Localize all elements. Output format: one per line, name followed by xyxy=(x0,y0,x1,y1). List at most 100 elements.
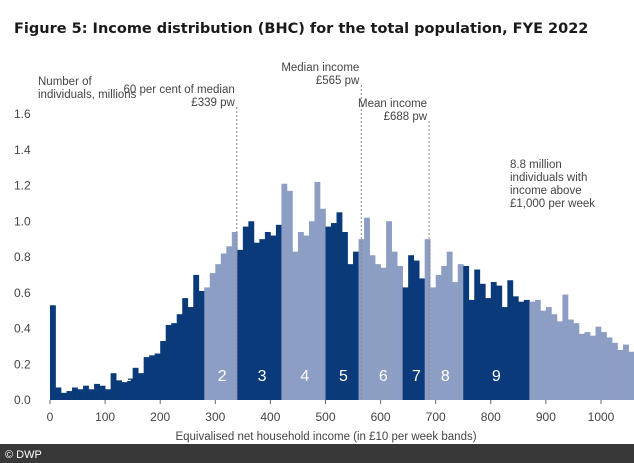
y-tick-label: 0.0 xyxy=(14,393,31,407)
y-tick-label: 1.4 xyxy=(14,143,31,157)
histogram-bar xyxy=(132,367,139,400)
histogram-bar xyxy=(408,255,415,400)
histogram-bar xyxy=(468,299,475,400)
histogram-bar xyxy=(612,342,618,400)
histogram-bar xyxy=(77,389,84,400)
x-tick-label: 400 xyxy=(260,410,280,424)
histogram-bar xyxy=(347,264,354,400)
histogram-bar xyxy=(419,278,426,400)
x-axis-label: Equivalised net household income (in £10… xyxy=(175,431,476,443)
histogram-bar xyxy=(253,242,260,400)
histogram-bar xyxy=(66,391,73,400)
annotation-line: individuals with xyxy=(510,172,587,184)
histogram-bar xyxy=(562,294,569,400)
reference-line-label-line: 60 per cent of median xyxy=(124,84,235,96)
histogram-bar xyxy=(154,353,161,400)
histogram-bar xyxy=(94,383,100,400)
x-tick-label: 600 xyxy=(371,410,391,424)
histogram-bar xyxy=(606,337,613,400)
histogram-bar xyxy=(72,387,78,400)
histogram-bar xyxy=(182,298,189,400)
y-tick-label: 0.6 xyxy=(14,286,31,300)
histogram-bar xyxy=(534,299,541,400)
histogram-bar xyxy=(149,355,156,400)
decile-label: 4 xyxy=(300,368,309,385)
histogram-bars xyxy=(50,181,634,401)
histogram-bar xyxy=(220,253,227,400)
x-axis-ticks: 0 100 200 300 400 500 600 700 800 900 1000 xyxy=(47,400,615,424)
histogram-bar xyxy=(215,264,222,400)
histogram-bar xyxy=(226,246,233,400)
reference-line-label: Mean income £688 pw xyxy=(358,98,428,123)
histogram-bar xyxy=(116,380,122,400)
histogram-bar xyxy=(375,264,381,400)
histogram-bar xyxy=(198,290,205,400)
histogram-bar xyxy=(286,190,293,400)
histogram-bar xyxy=(551,314,558,400)
y-tick-label: 0.4 xyxy=(14,322,31,336)
x-tick-label: 100 xyxy=(95,410,115,424)
histogram-bar xyxy=(171,323,178,400)
reference-line-label-line: £688 pw xyxy=(384,111,428,123)
decile-label: 5 xyxy=(339,368,348,385)
histogram-bar xyxy=(523,299,530,400)
histogram-bar xyxy=(165,324,172,400)
y-axis-label: Number of individuals, millions xyxy=(38,76,137,101)
histogram-bar xyxy=(88,389,95,400)
histogram-bar xyxy=(501,307,508,400)
histogram-bar xyxy=(204,287,211,400)
histogram-bar xyxy=(518,301,525,400)
histogram-bar xyxy=(589,335,596,400)
reference-lines: 60 per cent of median £339 pw Median incom… xyxy=(124,62,430,400)
histogram-bar xyxy=(50,305,56,400)
histogram-bar xyxy=(512,296,519,400)
histogram-bar xyxy=(578,333,585,400)
histogram-bar xyxy=(479,283,486,400)
histogram-bar xyxy=(397,265,403,400)
histogram-bar xyxy=(402,287,409,400)
histogram-bar xyxy=(380,267,387,400)
reference-line-label-line: £339 pw xyxy=(191,97,235,109)
histogram-bar xyxy=(413,260,420,400)
histogram-bar xyxy=(463,265,470,400)
histogram-bar xyxy=(55,387,62,400)
histogram-bar xyxy=(281,183,288,400)
histogram-bar xyxy=(540,310,547,401)
y-tick-label: 0.8 xyxy=(14,250,31,264)
histogram-bar xyxy=(435,274,442,401)
chart-title: Figure 5: Income distribution (BHC) for … xyxy=(14,21,588,37)
credit-background xyxy=(0,444,634,463)
x-tick-label: 900 xyxy=(536,410,556,424)
histogram-bar xyxy=(308,221,315,400)
histogram-bar xyxy=(617,349,624,400)
decile-label: 1 xyxy=(123,368,132,385)
histogram-bar xyxy=(457,264,464,400)
histogram-bar xyxy=(187,307,194,400)
histogram-bar xyxy=(264,231,271,400)
decile-label: 9 xyxy=(492,368,501,385)
histogram-bar xyxy=(297,231,304,400)
histogram-bar xyxy=(209,273,216,400)
histogram-bar xyxy=(446,251,453,400)
histogram-bar xyxy=(105,389,111,400)
x-tick-label: 800 xyxy=(481,410,501,424)
y-tick-label: 0.2 xyxy=(14,357,31,371)
annotation-line: income above xyxy=(510,185,582,197)
histogram-bar xyxy=(143,357,150,400)
histogram-bar xyxy=(529,301,536,400)
y-tick-label: 1.2 xyxy=(14,179,31,193)
decile-label: 8 xyxy=(441,368,450,385)
histogram-bar xyxy=(303,235,310,400)
histogram-bar xyxy=(595,326,602,400)
credit-text: © DWP xyxy=(5,449,42,461)
histogram-bar xyxy=(160,341,167,400)
histogram-bar xyxy=(369,255,376,400)
histogram-bar xyxy=(353,251,359,400)
histogram-bar xyxy=(292,251,299,400)
histogram-bar xyxy=(138,373,145,400)
y-tick-label: 1.6 xyxy=(14,107,31,121)
histogram-bar xyxy=(424,239,431,401)
histogram-bar xyxy=(237,249,244,400)
x-tick-label: 0 xyxy=(47,410,54,424)
histogram-bar xyxy=(364,217,370,400)
